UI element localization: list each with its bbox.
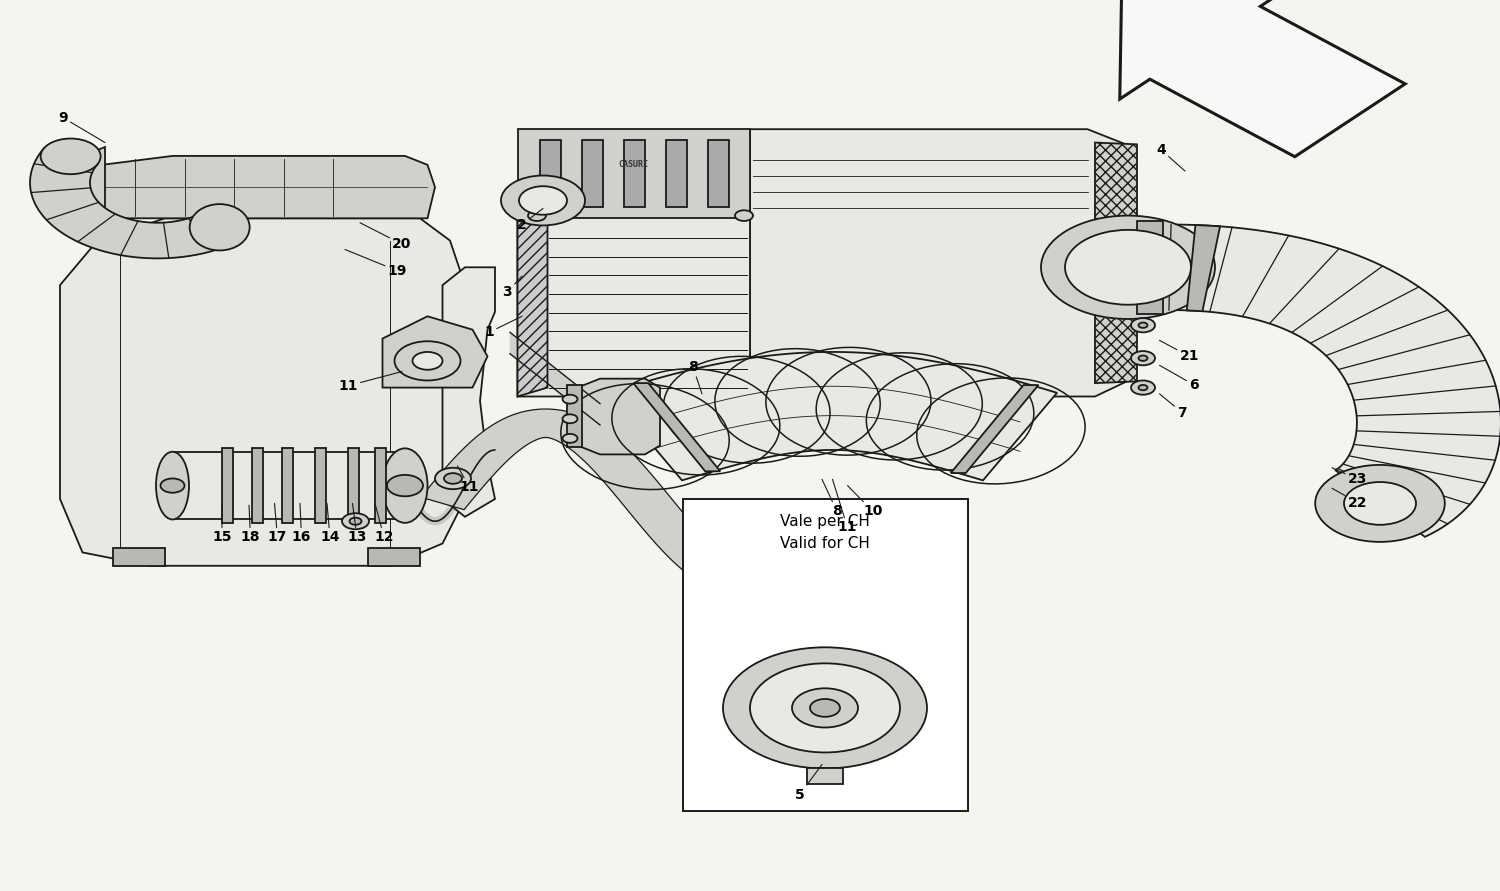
Text: 12: 12 (375, 503, 393, 544)
Text: 18: 18 (240, 505, 261, 544)
Text: 20: 20 (360, 223, 411, 251)
Polygon shape (252, 448, 262, 523)
Polygon shape (582, 140, 603, 207)
Text: Vale per CH: Vale per CH (780, 514, 870, 528)
Text: 23: 23 (1332, 468, 1366, 486)
Polygon shape (1137, 221, 1162, 314)
Polygon shape (93, 156, 435, 218)
Circle shape (562, 434, 578, 443)
Circle shape (562, 414, 578, 423)
Polygon shape (750, 129, 1132, 396)
Text: 6: 6 (1160, 365, 1198, 392)
Polygon shape (624, 140, 645, 207)
Circle shape (792, 688, 858, 727)
Text: 13: 13 (348, 503, 366, 544)
Circle shape (723, 647, 927, 768)
Circle shape (1138, 356, 1148, 361)
Polygon shape (1095, 143, 1137, 383)
Polygon shape (422, 409, 784, 598)
Text: 10: 10 (847, 486, 882, 519)
Circle shape (810, 699, 840, 716)
Polygon shape (72, 147, 105, 218)
Circle shape (435, 468, 471, 489)
Text: 11: 11 (458, 466, 480, 495)
Polygon shape (578, 379, 660, 454)
Text: 14: 14 (321, 503, 339, 544)
Polygon shape (708, 140, 729, 207)
Circle shape (350, 518, 361, 525)
Polygon shape (1186, 225, 1219, 311)
Circle shape (1316, 465, 1444, 542)
Text: 7: 7 (1160, 394, 1186, 420)
Circle shape (444, 473, 462, 484)
Polygon shape (375, 448, 386, 523)
Polygon shape (315, 448, 326, 523)
Text: 17: 17 (268, 503, 286, 544)
Polygon shape (1168, 225, 1500, 537)
Ellipse shape (382, 448, 427, 523)
Circle shape (1131, 351, 1155, 365)
Text: 11: 11 (339, 372, 402, 393)
Polygon shape (567, 385, 582, 447)
Text: 19: 19 (345, 249, 406, 278)
Text: 5: 5 (795, 764, 822, 802)
Polygon shape (30, 148, 239, 258)
Ellipse shape (189, 204, 249, 250)
Circle shape (1041, 216, 1215, 319)
Polygon shape (172, 452, 405, 519)
Circle shape (1131, 318, 1155, 332)
Polygon shape (112, 548, 165, 566)
Polygon shape (282, 448, 292, 523)
Circle shape (387, 475, 423, 496)
Polygon shape (382, 316, 488, 388)
Polygon shape (608, 352, 1058, 480)
Text: 22: 22 (1332, 488, 1368, 510)
Circle shape (750, 663, 900, 752)
Polygon shape (807, 768, 843, 784)
Text: 15: 15 (213, 505, 231, 544)
Circle shape (519, 186, 567, 215)
Text: 8: 8 (688, 360, 702, 394)
Text: Valid for CH: Valid for CH (780, 536, 870, 551)
Text: CASURI: CASURI (618, 160, 648, 169)
Circle shape (160, 478, 184, 493)
Polygon shape (1120, 0, 1406, 157)
Circle shape (528, 210, 546, 221)
Polygon shape (348, 448, 358, 523)
Text: 8: 8 (822, 479, 842, 519)
Text: 2: 2 (518, 208, 543, 232)
Polygon shape (222, 448, 232, 523)
Circle shape (735, 210, 753, 221)
Circle shape (1344, 482, 1416, 525)
Polygon shape (368, 548, 420, 566)
Polygon shape (518, 129, 750, 218)
Polygon shape (518, 205, 750, 396)
Polygon shape (666, 140, 687, 207)
Text: 11: 11 (833, 479, 856, 535)
Polygon shape (442, 267, 495, 517)
Circle shape (342, 513, 369, 529)
Text: 1: 1 (484, 316, 522, 339)
Polygon shape (951, 385, 1038, 473)
Circle shape (501, 176, 585, 225)
Polygon shape (540, 140, 561, 207)
Text: 3: 3 (503, 276, 522, 299)
Circle shape (1131, 380, 1155, 395)
Text: 9: 9 (58, 110, 105, 143)
FancyBboxPatch shape (682, 499, 968, 811)
Circle shape (394, 341, 460, 380)
Circle shape (413, 352, 442, 370)
Circle shape (1065, 230, 1191, 305)
Circle shape (1138, 323, 1148, 328)
Text: 21: 21 (1160, 340, 1200, 364)
Polygon shape (518, 205, 548, 396)
Polygon shape (633, 383, 720, 471)
Circle shape (562, 395, 578, 404)
Text: 4: 4 (1156, 143, 1185, 171)
Circle shape (40, 138, 101, 174)
Text: 16: 16 (292, 503, 310, 544)
Circle shape (1138, 385, 1148, 390)
Ellipse shape (156, 452, 189, 519)
Polygon shape (60, 218, 465, 566)
